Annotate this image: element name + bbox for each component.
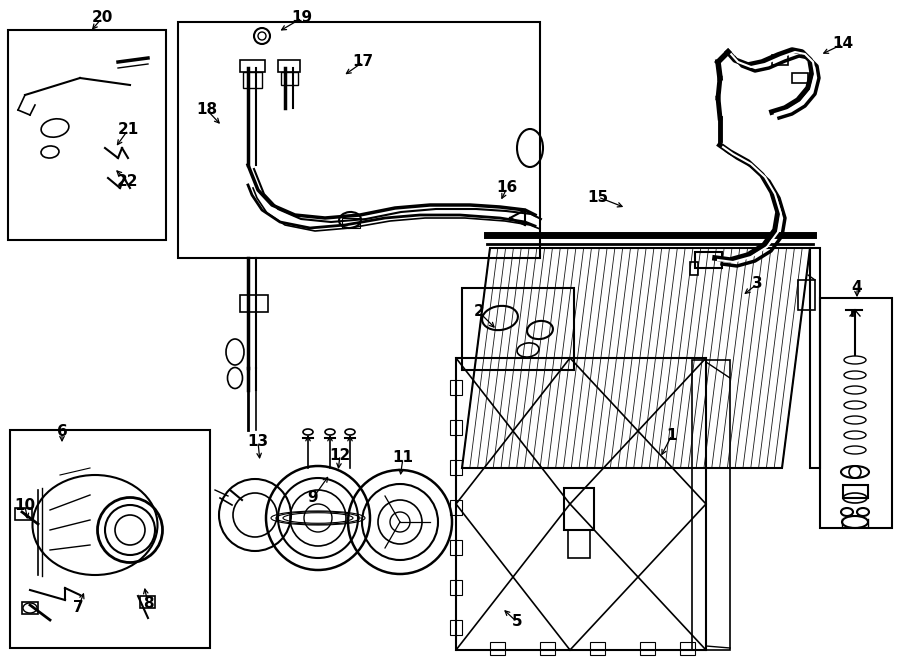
Bar [568,530,590,558]
Bar [692,360,730,650]
Text: 19: 19 [292,11,312,26]
Bar [695,252,722,268]
Text: 4: 4 [851,280,862,295]
Bar [342,218,360,228]
Bar [281,72,298,85]
Bar [450,620,462,635]
Text: 9: 9 [308,490,319,506]
Bar [178,22,540,258]
Text: 10: 10 [14,498,36,514]
Text: 5: 5 [512,615,522,629]
Bar [450,580,462,595]
Bar [450,460,462,475]
Bar [590,642,605,655]
Text: 17: 17 [353,54,374,69]
Bar [8,30,166,240]
Text: 13: 13 [248,434,268,449]
Bar [10,430,210,648]
Bar [450,420,462,435]
Bar [243,72,262,88]
Bar [450,500,462,515]
Text: 18: 18 [196,102,218,118]
Bar [450,380,462,395]
Text: 12: 12 [329,447,351,463]
Bar [640,642,655,655]
Bar [450,540,462,555]
Bar [490,642,505,655]
Bar [540,642,555,655]
Bar [140,596,155,608]
Text: 3: 3 [752,276,762,292]
Bar [798,280,815,310]
Text: 15: 15 [588,190,608,204]
Bar [456,358,706,650]
Text: 11: 11 [392,451,413,465]
Bar [820,298,892,528]
Bar [792,73,808,83]
Bar [462,288,574,370]
Bar [564,488,594,530]
Text: 16: 16 [497,180,518,196]
Text: 8: 8 [143,596,153,611]
Text: 14: 14 [832,36,853,52]
Bar [15,508,32,520]
Bar [810,248,820,468]
Bar [690,262,698,275]
Bar [278,60,300,72]
Text: 1: 1 [667,428,677,442]
Bar [843,485,868,498]
Text: 21: 21 [117,122,139,137]
Bar [240,60,265,72]
Bar [772,55,788,65]
Bar [240,295,268,312]
Text: 20: 20 [91,11,112,26]
Bar [680,642,695,655]
Text: 22: 22 [117,175,139,190]
Text: 2: 2 [473,305,484,319]
Bar [22,602,38,614]
Text: 7: 7 [73,600,84,615]
Text: 6: 6 [57,424,68,440]
